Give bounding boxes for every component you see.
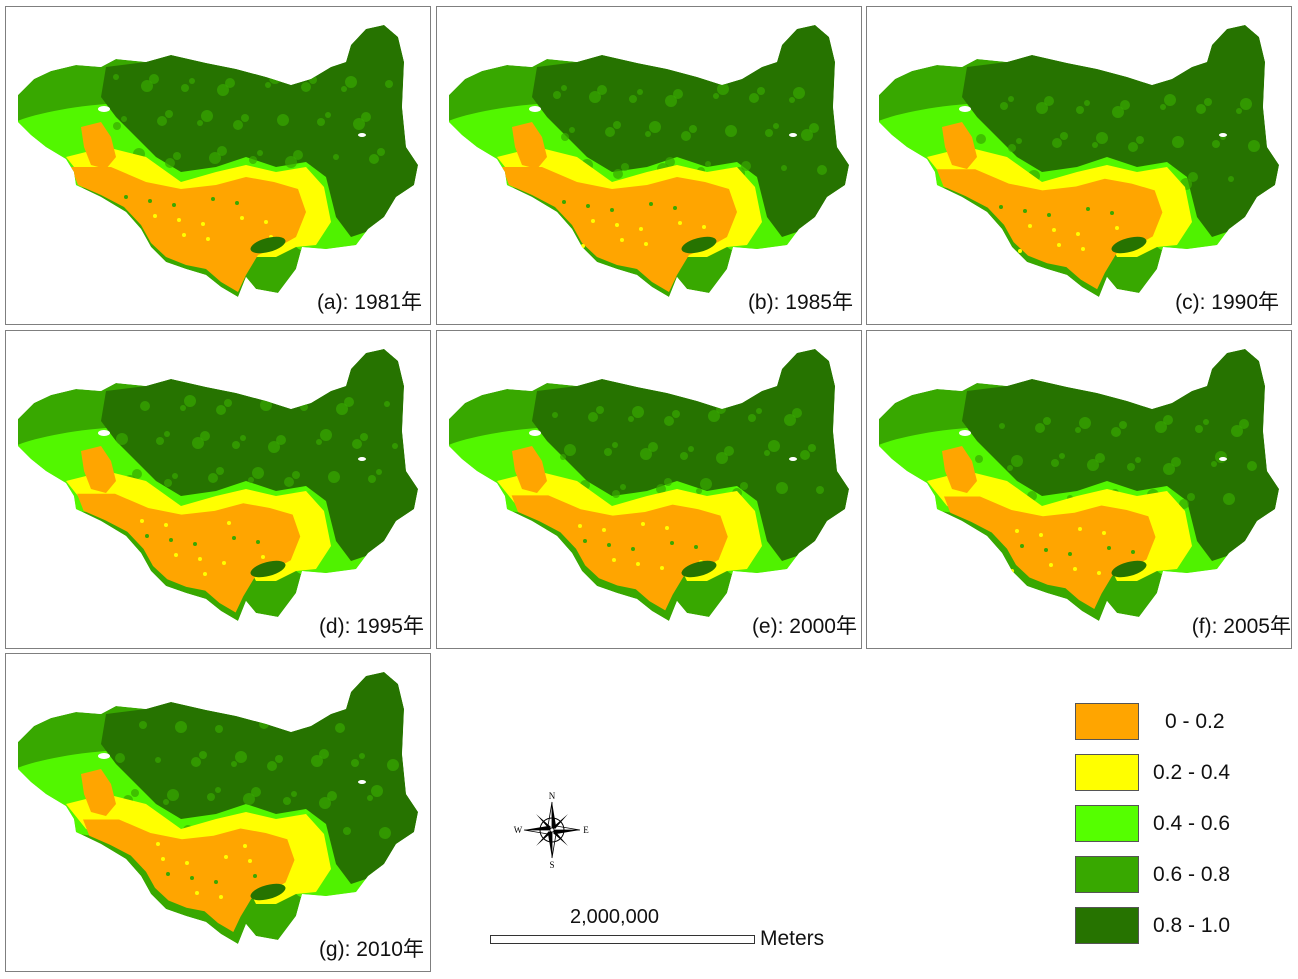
legend-label: 0.2 - 0.4	[1153, 761, 1231, 784]
map-region	[449, 349, 849, 621]
compass-n: N	[549, 791, 556, 801]
map-caption-a: (a): 1981年	[316, 291, 422, 314]
map-b	[449, 25, 849, 297]
map-panel-a: (a): 1981年	[5, 6, 431, 325]
map-caption-e: (e): 2000年	[751, 615, 857, 638]
map-f	[879, 349, 1279, 621]
compass-e: E	[583, 825, 589, 835]
map-d	[18, 349, 418, 621]
legend-swatch	[1075, 907, 1139, 944]
lake-shape	[358, 780, 366, 784]
map-a	[18, 25, 418, 297]
legend-swatch	[1075, 703, 1139, 740]
lake-shape	[959, 106, 971, 112]
legend-item: 0 - 0.2	[1075, 703, 1275, 741]
map-panel-e: (e): 2000年	[436, 330, 862, 649]
map-caption-g: (g): 2010年	[318, 938, 424, 961]
map-caption-b: (b): 1985年	[747, 291, 853, 314]
map-e	[449, 349, 849, 621]
legend-swatch	[1075, 754, 1139, 791]
scale-bar-unit: Meters	[760, 927, 825, 950]
lake-shape	[529, 430, 541, 436]
lake-shape	[1219, 457, 1227, 461]
map-panel-g: (g): 2010年	[5, 653, 431, 972]
legend-label: 0.4 - 0.6	[1153, 812, 1231, 835]
scale-bar-line	[490, 935, 755, 944]
compass-w: W	[514, 825, 523, 835]
map-caption-d: (d): 1995年	[318, 615, 424, 638]
map-region	[18, 672, 418, 944]
map-caption-f: (f): 2005年	[1191, 615, 1291, 638]
lake-shape	[789, 457, 797, 461]
map-region	[879, 25, 1279, 297]
map-region	[18, 25, 418, 297]
legend-label: 0.6 - 0.8	[1153, 863, 1231, 886]
legend-label: 0.8 - 1.0	[1153, 914, 1231, 937]
legend-item: 0.6 - 0.8	[1075, 856, 1275, 894]
map-panel-d: (d): 1995年	[5, 330, 431, 649]
lake-shape	[98, 753, 110, 759]
legend-item: 0.4 - 0.6	[1075, 805, 1275, 843]
map-panel-c: (c): 1990年	[866, 6, 1292, 325]
map-panel-b: (b): 1985年	[436, 6, 862, 325]
scale-bar-value: 2,000,000	[570, 906, 659, 928]
legend-swatch	[1075, 805, 1139, 842]
compass-s: S	[549, 860, 554, 870]
legend-item: 0.8 - 1.0	[1075, 907, 1275, 945]
lake-shape	[98, 106, 110, 112]
lake-shape	[1219, 133, 1227, 137]
map-region	[449, 25, 849, 297]
lake-shape	[98, 430, 110, 436]
map-panel-f: (f): 2005年	[866, 330, 1292, 649]
legend-swatch	[1075, 856, 1139, 893]
map-region	[879, 349, 1279, 621]
map-region	[18, 349, 418, 621]
lake-shape	[358, 133, 366, 137]
legend-label: 0 - 0.2	[1165, 710, 1225, 733]
map-caption-c: (c): 1990年	[1175, 291, 1279, 314]
map-c	[879, 25, 1279, 297]
scale-bar: 2,000,000 Meters	[490, 905, 850, 955]
lake-shape	[789, 133, 797, 137]
compass-rose-icon: N S E W	[514, 791, 590, 870]
map-g	[18, 672, 418, 944]
lake-shape	[358, 457, 366, 461]
legend-item: 0.2 - 0.4	[1075, 754, 1275, 792]
lake-shape	[959, 430, 971, 436]
lake-shape	[529, 106, 541, 112]
